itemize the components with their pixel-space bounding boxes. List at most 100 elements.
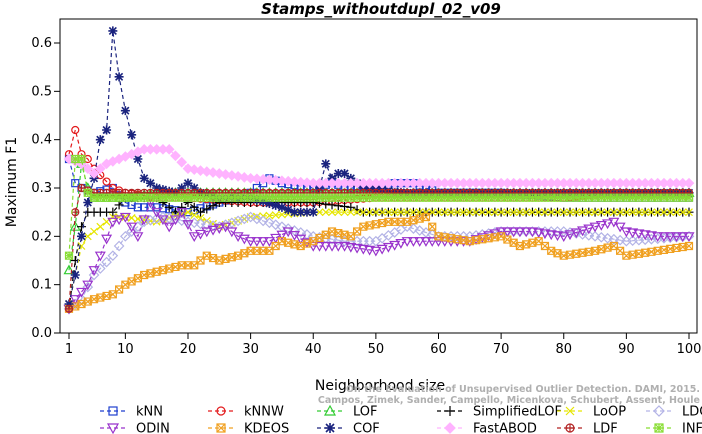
legend-label: FastABOD: [473, 422, 537, 434]
legend-item-odin: ODIN: [100, 422, 170, 434]
data-point: [602, 219, 614, 230]
y-axis: 0.0 0.1 0.2 0.3 0.4 0.5 0.6: [31, 36, 60, 341]
data-point: [353, 208, 362, 217]
data-point: [170, 150, 181, 162]
data-point: [396, 208, 405, 217]
data-point: [465, 208, 474, 217]
data-point: [201, 227, 213, 238]
data-point: [264, 198, 274, 208]
x-tick-label: 70: [493, 342, 510, 357]
data-point: [395, 239, 407, 249]
data-point: [566, 208, 574, 217]
data-point: [497, 208, 506, 217]
data-point: [589, 222, 601, 233]
data-point: [365, 208, 374, 217]
data-point: [94, 251, 106, 262]
data-point: [577, 229, 588, 240]
series-line: [68, 216, 690, 310]
data-point: [608, 217, 620, 228]
data-point: [145, 178, 155, 188]
data-point: [325, 423, 335, 433]
data-point: [478, 208, 487, 217]
data-point: [332, 241, 344, 252]
data-point: [490, 208, 499, 217]
data-point: [88, 168, 100, 179]
plot-frame: [59, 18, 698, 334]
data-point: [545, 230, 557, 241]
data-point: [683, 232, 695, 243]
data-point: [71, 179, 80, 188]
data-point: [609, 208, 618, 217]
y-tick-label: 0.2: [31, 229, 52, 244]
legend-item-simplifiedlof: SimplifiedLOF: [437, 405, 562, 420]
data-point: [82, 163, 94, 175]
data-point: [570, 228, 582, 239]
legend-label: ODIN: [136, 422, 170, 434]
data-point: [282, 223, 294, 234]
data-point: [176, 156, 188, 168]
data-point: [189, 202, 199, 212]
data-point: [407, 237, 419, 247]
data-point: [357, 244, 369, 255]
data-point: [216, 423, 226, 433]
data-point: [633, 229, 645, 240]
data-point: [334, 208, 343, 217]
data-point: [614, 222, 626, 233]
data-point: [339, 241, 351, 252]
legend-item-lof: LOF: [317, 405, 378, 420]
data-point: [151, 208, 163, 218]
data-point: [602, 232, 613, 244]
data-point: [245, 211, 256, 223]
data-point: [295, 227, 307, 238]
data-point: [169, 215, 181, 226]
data-point: [328, 208, 336, 217]
data-point: [120, 106, 130, 116]
data-point: [302, 207, 312, 217]
data-point: [616, 208, 625, 217]
data-point: [183, 178, 193, 188]
data-point: [434, 208, 443, 217]
data-point: [501, 227, 513, 238]
data-point: [313, 241, 326, 252]
data-point: [340, 169, 350, 178]
data-point: [157, 215, 169, 226]
data-point: [553, 208, 562, 217]
data-point: [107, 217, 119, 228]
data-point: [564, 230, 576, 241]
data-point: [127, 130, 137, 140]
data-point: [660, 208, 668, 217]
legend-item-kdeos: KDEOS: [208, 422, 289, 434]
data-point: [685, 208, 693, 217]
y-tick-label: 0.5: [31, 84, 52, 99]
data-point: [654, 423, 664, 433]
data-point: [395, 224, 407, 235]
legend-label: KDEOS: [244, 422, 289, 434]
data-point: [577, 226, 589, 237]
data-point: [383, 230, 394, 241]
data-point: [378, 208, 387, 217]
data-point: [445, 406, 455, 416]
x-tick-label: 10: [117, 342, 134, 357]
data-point: [591, 208, 599, 217]
data-point: [207, 225, 219, 236]
data-point: [69, 295, 81, 305]
legend-item-knnw: kNNW: [208, 405, 284, 420]
data-point: [252, 212, 261, 221]
data-point: [670, 232, 683, 243]
data-point: [565, 406, 575, 416]
data-point: [389, 240, 401, 251]
data-point: [547, 208, 556, 217]
data-point: [102, 177, 111, 186]
data-point: [296, 207, 306, 217]
data-point: [583, 224, 595, 235]
data-point: [447, 208, 455, 217]
data-point: [133, 154, 143, 164]
data-point: [384, 208, 393, 217]
data-point: [534, 208, 543, 217]
data-point: [182, 220, 194, 230]
x-tick-label: 90: [618, 342, 635, 357]
data-point: [83, 232, 92, 241]
legend-label: LOF: [353, 405, 378, 420]
data-point: [321, 159, 331, 169]
data-point: [321, 208, 330, 217]
